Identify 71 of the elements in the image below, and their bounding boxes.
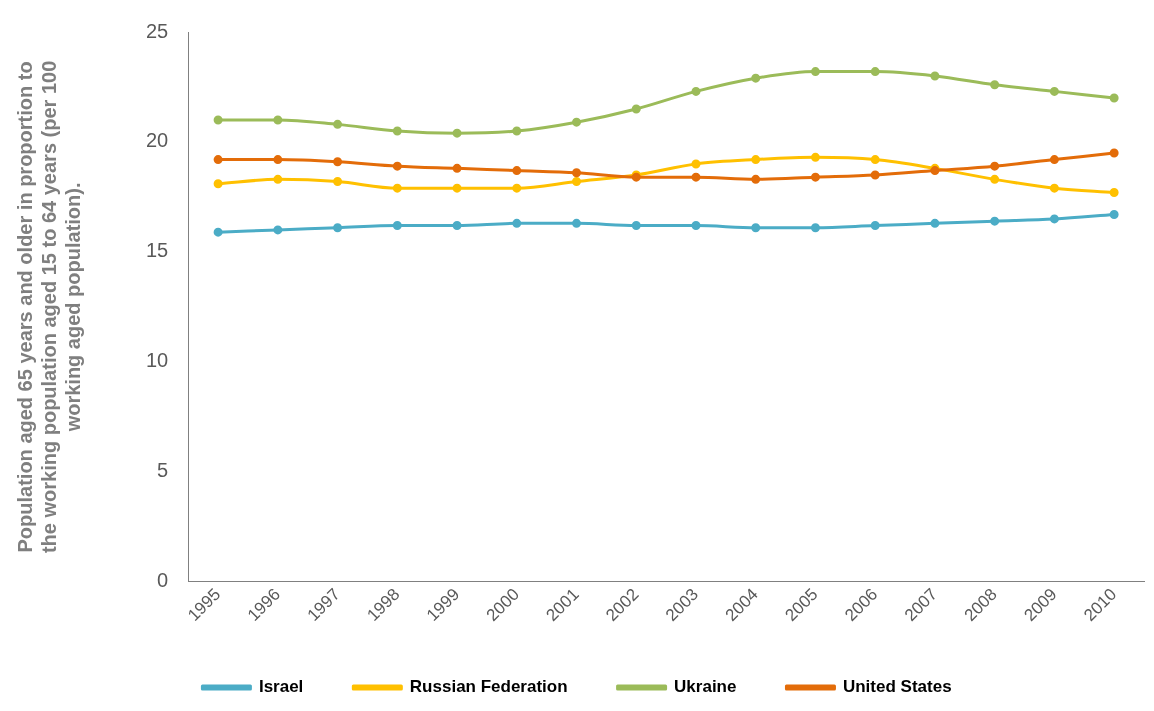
point bbox=[452, 221, 462, 231]
point bbox=[631, 221, 641, 231]
legend-label: Russian Federation bbox=[409, 677, 568, 697]
point bbox=[870, 155, 880, 165]
point bbox=[273, 174, 283, 184]
point bbox=[751, 155, 761, 165]
y-tick-label: 25 bbox=[146, 19, 169, 42]
point bbox=[572, 117, 582, 127]
point bbox=[452, 163, 462, 173]
point bbox=[930, 218, 940, 228]
point bbox=[751, 223, 761, 233]
point bbox=[810, 223, 820, 233]
point bbox=[691, 221, 701, 231]
point bbox=[572, 177, 582, 187]
y-axis-title: Population aged 65 years and older in proportion to the working population aged 15 to 64 years (per 100 working aged population). bbox=[13, 60, 84, 554]
point bbox=[333, 157, 343, 167]
y-tick-label: 10 bbox=[146, 349, 169, 372]
point bbox=[870, 221, 880, 231]
point bbox=[572, 218, 582, 228]
point bbox=[1049, 183, 1059, 193]
point bbox=[751, 174, 761, 184]
legend-label: Ukraine bbox=[674, 677, 737, 697]
point bbox=[213, 115, 223, 125]
point bbox=[1049, 155, 1059, 165]
point bbox=[631, 104, 641, 114]
point bbox=[452, 128, 462, 138]
point bbox=[691, 86, 701, 96]
point bbox=[512, 218, 522, 228]
point bbox=[392, 161, 402, 171]
point bbox=[1109, 188, 1119, 198]
point bbox=[810, 67, 820, 77]
point bbox=[1049, 86, 1059, 96]
y-tick-label: 20 bbox=[146, 129, 169, 152]
point bbox=[1109, 148, 1119, 158]
point bbox=[392, 221, 402, 231]
point bbox=[1109, 210, 1119, 220]
point bbox=[751, 73, 761, 83]
point bbox=[990, 216, 1000, 226]
point bbox=[333, 177, 343, 187]
point bbox=[273, 155, 283, 165]
y-tick-label: 15 bbox=[146, 239, 169, 262]
point bbox=[990, 174, 1000, 184]
y-tick-label: 0 bbox=[157, 569, 169, 592]
point bbox=[810, 172, 820, 182]
point bbox=[452, 183, 462, 193]
point bbox=[691, 159, 701, 169]
point bbox=[1109, 93, 1119, 103]
point bbox=[213, 227, 223, 237]
point bbox=[333, 119, 343, 129]
point bbox=[213, 179, 223, 189]
point bbox=[392, 126, 402, 136]
legend-label: United States bbox=[842, 677, 952, 697]
point bbox=[870, 67, 880, 77]
legend-label: Israel bbox=[258, 677, 304, 697]
point bbox=[870, 170, 880, 180]
point bbox=[990, 80, 1000, 90]
y-tick-label: 5 bbox=[157, 459, 169, 482]
point bbox=[572, 168, 582, 178]
point bbox=[810, 152, 820, 162]
point bbox=[512, 126, 522, 136]
point bbox=[990, 161, 1000, 171]
point bbox=[930, 71, 940, 81]
point bbox=[392, 183, 402, 193]
point bbox=[333, 223, 343, 233]
point bbox=[691, 172, 701, 182]
point bbox=[512, 183, 522, 193]
point bbox=[273, 115, 283, 125]
point bbox=[273, 225, 283, 235]
point bbox=[512, 166, 522, 176]
point bbox=[1049, 214, 1059, 224]
point bbox=[213, 155, 223, 165]
